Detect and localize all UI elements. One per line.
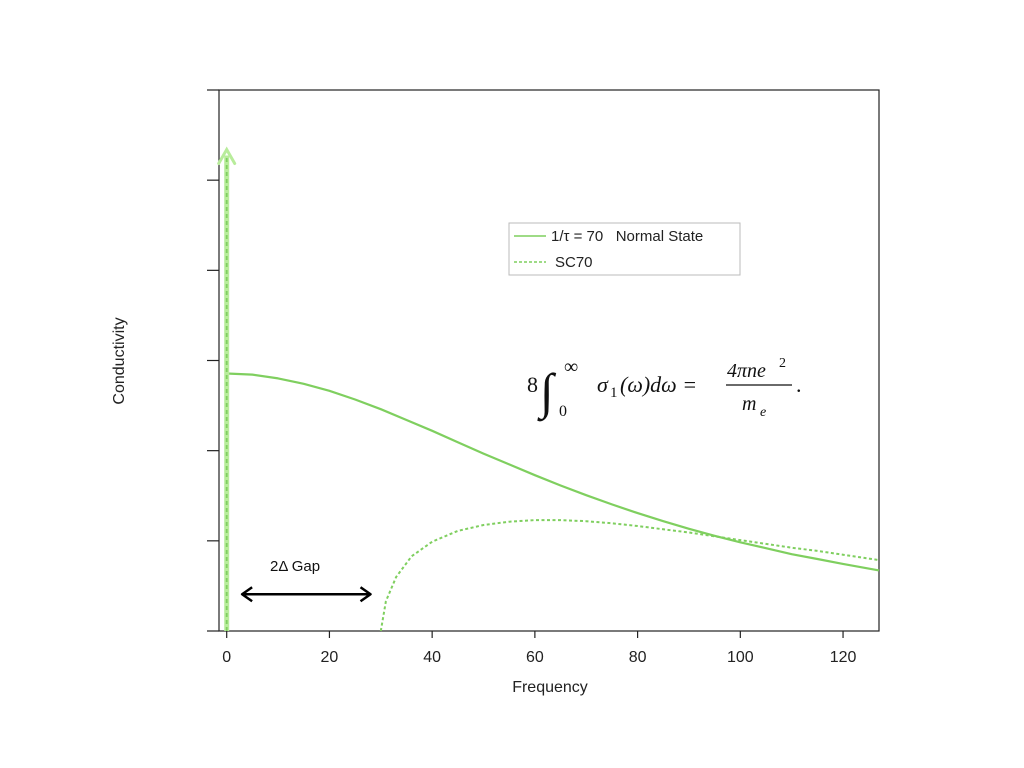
x-axis-ticks: 0 20 40 60 80 100 120: [222, 631, 856, 666]
gap-arrow-left-head: [240, 586, 253, 603]
equation-denominator: m: [742, 393, 756, 415]
y-axis-title: Conductivity: [111, 317, 128, 404]
equation-lower-limit: 0: [559, 403, 567, 420]
equation-numerator-superscript: 2: [779, 356, 786, 371]
equation-integrand: σ: [597, 372, 609, 397]
x-tick-label-120: 120: [830, 649, 857, 666]
equation-integrand-rest: (ω)dω =: [620, 372, 697, 397]
gap-label: 2Δ Gap: [270, 558, 320, 575]
equation-numerator: 4πne: [727, 360, 766, 382]
legend-box: [508, 222, 741, 276]
legend-label-sc70: SC70: [555, 254, 593, 271]
x-tick-label-80: 80: [629, 649, 647, 666]
equation-trailing-period: .: [796, 372, 802, 397]
series-layer: [226, 372, 880, 632]
x-tick-label-20: 20: [321, 649, 339, 666]
delta-function: [217, 146, 237, 631]
x-tick-label-100: 100: [727, 649, 754, 666]
gap-arrow-right-head: [359, 586, 372, 603]
equation-denominator-subscript: e: [760, 405, 766, 420]
sum-rule-equation: 8 ∫ ∞ 0 σ 1 (ω)dω = 4πne 2 m e .: [527, 356, 802, 422]
equation-coefficient: 8: [527, 372, 538, 397]
x-tick-label-0: 0: [222, 649, 231, 666]
series-line-normal-state: [226, 372, 880, 572]
x-axis-title: Frequency: [512, 679, 588, 696]
equation-integral-sign: ∫: [537, 363, 557, 422]
gap-annotation: 2Δ Gap: [240, 558, 372, 603]
y-axis-ticks: [207, 89, 219, 632]
legend-label-normal-state: 1/τ = 70 Normal State: [551, 228, 703, 245]
x-tick-label-60: 60: [526, 649, 544, 666]
equation-upper-limit: ∞: [564, 356, 578, 378]
delta-function-arrowhead: [217, 146, 237, 166]
x-tick-label-40: 40: [423, 649, 441, 666]
legend: 1/τ = 70 Normal State SC70: [508, 222, 741, 276]
equation-integrand-subscript: 1: [610, 385, 618, 401]
series-line-sc70: [379, 519, 880, 632]
